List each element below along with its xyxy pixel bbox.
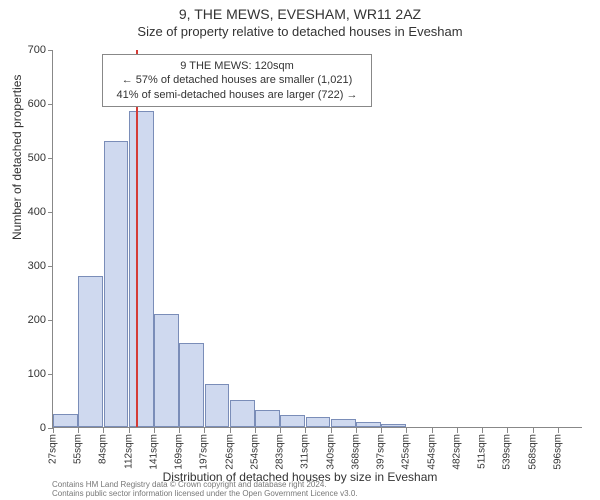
x-tick-mark [103,428,104,433]
y-tick-mark [48,374,53,375]
y-tick-label: 100 [6,368,46,380]
x-tick-mark [457,428,458,433]
y-tick-label: 500 [6,152,46,164]
y-tick-mark [48,266,53,267]
histogram-bar [306,417,331,427]
x-tick-mark [204,428,205,433]
x-tick-label: 425sqm [401,434,412,470]
y-tick-label: 600 [6,98,46,110]
x-tick-mark [533,428,534,433]
x-tick-label: 539sqm [502,434,513,470]
x-tick-mark [432,428,433,433]
x-tick-mark [482,428,483,433]
x-tick-label: 226sqm [224,434,235,470]
x-tick-mark [381,428,382,433]
y-tick-label: 700 [6,44,46,56]
x-tick-mark [507,428,508,433]
credit-line-2: Contains public sector information licen… [52,489,358,499]
y-tick-mark [48,104,53,105]
x-tick-label: 511sqm [477,434,488,469]
page-subtitle: Size of property relative to detached ho… [0,24,600,39]
chart-container: 010020030040050060070027sqm55sqm84sqm112… [52,50,582,428]
y-tick-mark [48,158,53,159]
x-tick-label: 254sqm [249,434,260,470]
x-tick-label: 482sqm [451,434,462,470]
y-tick-label: 200 [6,314,46,326]
annotation-line-3: 41% of semi-detached houses are larger (… [111,88,363,102]
x-tick-label: 141sqm [148,434,159,470]
histogram-bar [255,410,280,427]
credit-line-1: Contains HM Land Registry data © Crown c… [52,480,358,490]
x-tick-label: 169sqm [174,434,185,470]
x-tick-mark [255,428,256,433]
x-tick-label: 283sqm [275,434,286,470]
x-tick-mark [280,428,281,433]
x-tick-mark [53,428,54,433]
histogram-bar [381,424,406,427]
annotation-line-1: 9 THE MEWS: 120sqm [111,59,363,73]
x-tick-label: 596sqm [552,434,563,470]
histogram-bar [104,141,129,427]
histogram-bar [280,415,305,427]
x-tick-label: 397sqm [376,434,387,470]
x-tick-label: 311sqm [300,434,311,469]
histogram-bar [154,314,179,427]
x-tick-mark [356,428,357,433]
x-tick-label: 454sqm [426,434,437,470]
histogram-bar [129,111,154,427]
x-tick-mark [129,428,130,433]
x-tick-mark [305,428,306,433]
x-tick-mark [154,428,155,433]
histogram-bar [356,422,381,427]
y-tick-mark [48,212,53,213]
x-tick-label: 340sqm [325,434,336,470]
x-tick-mark [331,428,332,433]
x-tick-label: 197sqm [199,434,210,470]
x-tick-label: 112sqm [123,434,134,469]
page-title: 9, THE MEWS, EVESHAM, WR11 2AZ [0,6,600,22]
x-tick-label: 27sqm [48,434,59,464]
footer-credit: Contains HM Land Registry data © Crown c… [52,480,358,499]
histogram-bar [78,276,103,427]
y-tick-label: 400 [6,206,46,218]
y-tick-mark [48,320,53,321]
annotation-box: 9 THE MEWS: 120sqm ← 57% of detached hou… [102,54,372,107]
annotation-line-2: ← 57% of detached houses are smaller (1,… [111,73,363,87]
x-tick-label: 84sqm [98,434,109,464]
x-tick-mark [406,428,407,433]
y-tick-label: 300 [6,260,46,272]
x-tick-mark [230,428,231,433]
x-tick-label: 55sqm [73,434,84,464]
x-tick-mark [78,428,79,433]
y-tick-mark [48,50,53,51]
y-tick-label: 0 [6,422,46,434]
x-tick-mark [558,428,559,433]
x-tick-label: 568sqm [527,434,538,470]
histogram-bar [230,400,255,427]
histogram-bar [331,419,356,427]
x-tick-label: 368sqm [350,434,361,470]
histogram-bar [179,343,204,427]
x-tick-mark [179,428,180,433]
histogram-bar [53,414,78,428]
histogram-bar [205,384,230,427]
